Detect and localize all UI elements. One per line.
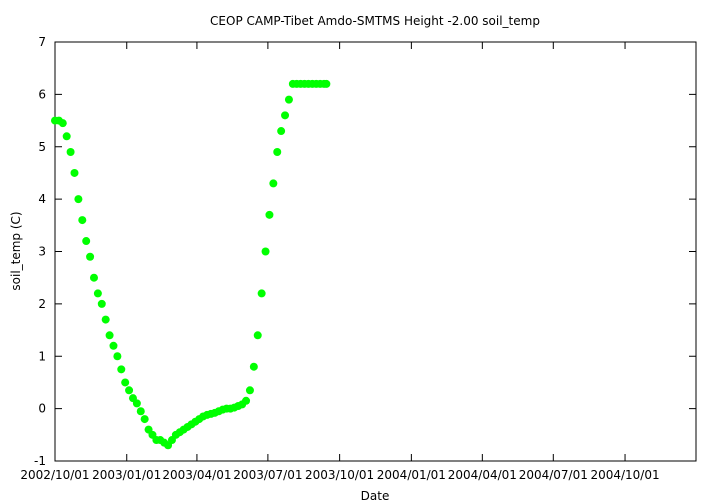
data-point bbox=[82, 237, 91, 246]
data-point bbox=[78, 216, 87, 225]
y-tick-label: 0 bbox=[38, 402, 46, 416]
data-point bbox=[70, 168, 79, 177]
data-point bbox=[257, 289, 266, 298]
data-point bbox=[281, 111, 290, 120]
x-tick-label: 2003/04/01 bbox=[162, 468, 231, 482]
x-tick-label: 2003/07/01 bbox=[233, 468, 302, 482]
data-point bbox=[273, 147, 282, 156]
data-point bbox=[62, 132, 71, 141]
data-point bbox=[132, 399, 141, 408]
x-tick-label: 2004/10/01 bbox=[590, 468, 659, 482]
data-point bbox=[136, 407, 145, 416]
y-tick-label: 7 bbox=[38, 35, 46, 49]
data-point bbox=[269, 179, 278, 188]
x-tick-label: 2004/07/01 bbox=[519, 468, 588, 482]
y-tick-label: 6 bbox=[38, 87, 46, 101]
y-tick-label: 1 bbox=[38, 349, 46, 363]
data-point bbox=[242, 396, 251, 405]
data-point bbox=[125, 386, 134, 395]
y-tick-label: 4 bbox=[38, 192, 46, 206]
plot-area bbox=[54, 41, 697, 462]
data-point bbox=[86, 252, 95, 261]
y-axis-label: soil_temp (C) bbox=[9, 211, 23, 290]
y-tick-label: 5 bbox=[38, 140, 46, 154]
data-point bbox=[322, 79, 331, 88]
data-point bbox=[284, 95, 293, 104]
data-point bbox=[97, 299, 106, 308]
x-tick-label: 2003/01/01 bbox=[92, 468, 161, 482]
data-point bbox=[140, 415, 149, 424]
data-point bbox=[101, 315, 110, 324]
chart-title: CEOP CAMP-Tibet Amdo-SMTMS Height -2.00 … bbox=[210, 14, 540, 28]
data-point bbox=[74, 195, 83, 204]
data-point bbox=[113, 352, 122, 361]
data-point bbox=[109, 341, 118, 350]
data-point bbox=[89, 273, 98, 282]
y-tick-label: 3 bbox=[38, 245, 46, 259]
data-point bbox=[105, 331, 114, 340]
data-point bbox=[245, 386, 254, 395]
data-point bbox=[253, 331, 262, 340]
data-series bbox=[51, 79, 331, 450]
x-tick-label: 2002/10/01 bbox=[20, 468, 89, 482]
x-tick-label: 2003/10/01 bbox=[305, 468, 374, 482]
data-point bbox=[265, 210, 274, 219]
data-point bbox=[66, 147, 75, 156]
data-point bbox=[121, 378, 130, 387]
y-tick-label: -1 bbox=[34, 454, 46, 468]
y-tick-label: 2 bbox=[38, 297, 46, 311]
x-tick-label: 2004/01/01 bbox=[377, 468, 446, 482]
y-axis: -1 0 1 2 3 4 5 6 7 bbox=[34, 35, 696, 468]
x-axis-label: Date bbox=[361, 489, 390, 503]
x-tick-label: 2004/04/01 bbox=[448, 468, 517, 482]
data-point bbox=[277, 127, 286, 136]
x-axis: 2002/10/01 2003/01/01 2003/04/01 2003/07/01… bbox=[20, 42, 660, 482]
data-point bbox=[261, 247, 270, 256]
data-point bbox=[93, 289, 102, 298]
data-point bbox=[249, 362, 258, 371]
data-point bbox=[117, 365, 126, 374]
data-point bbox=[58, 119, 67, 128]
